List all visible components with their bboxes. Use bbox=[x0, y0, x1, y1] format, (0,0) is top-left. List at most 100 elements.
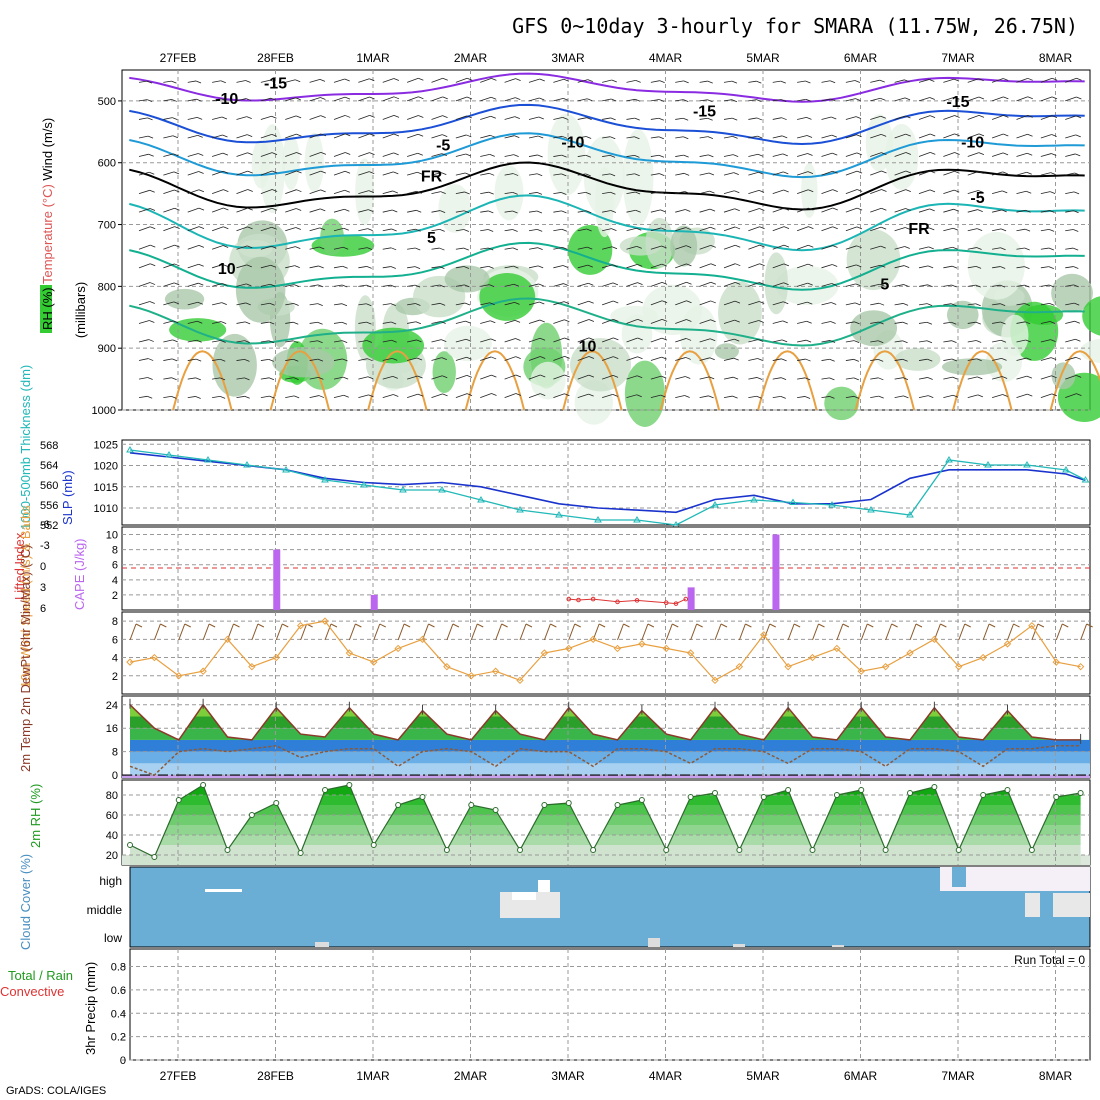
upper-wind-barb-flag bbox=[222, 152, 229, 156]
upper-wind-barb-flag bbox=[880, 97, 886, 101]
upper-wind-barb bbox=[455, 393, 468, 399]
wind-speed-point bbox=[296, 621, 305, 630]
wind-barb bbox=[519, 623, 527, 641]
rh-blob bbox=[764, 252, 788, 315]
upper-wind-barb bbox=[504, 393, 517, 399]
rh-blob bbox=[1080, 338, 1100, 364]
upper-wind-barb-flag bbox=[173, 320, 179, 324]
upper-wind-barb bbox=[1065, 210, 1074, 213]
upper-wind-barb bbox=[821, 98, 831, 102]
upper-wind-barb bbox=[431, 228, 440, 232]
wind-barb bbox=[812, 623, 819, 641]
upper-wind-barb-flag bbox=[174, 244, 180, 248]
upper-wind-barb-flag bbox=[537, 154, 543, 158]
upper-wind-barb-flag bbox=[807, 263, 814, 267]
temp-ylabel: 2m Temp 2m DewPt (6hr Min/Max) (°C) bbox=[18, 545, 33, 772]
upper-wind-barb-flag bbox=[878, 340, 884, 344]
upper-wind-barb bbox=[772, 99, 782, 102]
upper-wind-barb bbox=[772, 153, 783, 157]
thickness-tick-label: 560 bbox=[40, 480, 58, 492]
upper-wind-barb bbox=[1040, 172, 1051, 176]
rh-point bbox=[517, 847, 523, 853]
upper-wind-barb-flag bbox=[320, 97, 326, 100]
thickness-point bbox=[321, 476, 329, 483]
upper-wind-barb bbox=[821, 302, 832, 306]
pressure-tick-label: 800 bbox=[98, 281, 116, 293]
upper-wind-barb bbox=[309, 377, 319, 380]
upper-wind-barb-flag bbox=[1050, 172, 1056, 175]
upper-wind-barb bbox=[870, 358, 879, 361]
upper-wind-barb bbox=[845, 340, 855, 343]
upper-wind-barb-flag bbox=[195, 396, 201, 399]
upper-wind-barb-flag bbox=[197, 320, 203, 324]
upper-wind-barb-flag bbox=[805, 98, 812, 102]
upper-wind-barb bbox=[407, 375, 418, 380]
upper-wind-barb bbox=[650, 263, 662, 269]
upper-wind-barb-flag bbox=[464, 302, 471, 306]
upper-wind-barb bbox=[699, 190, 710, 195]
rh-point bbox=[346, 782, 353, 788]
upper-wind-barb-flag bbox=[1002, 171, 1008, 175]
upper-wind-barb-flag bbox=[1048, 266, 1054, 269]
upper-wind-barb bbox=[260, 133, 272, 139]
upper-wind-barb-flag bbox=[440, 321, 446, 324]
bottom-date-label: 28FEB bbox=[257, 1069, 294, 1083]
upper-wind-barb-flag bbox=[683, 99, 689, 103]
upper-wind-barb bbox=[553, 116, 563, 120]
upper-wind-barb bbox=[358, 247, 368, 250]
upper-wind-barb bbox=[870, 264, 881, 269]
upper-wind-barb-flag bbox=[1073, 210, 1079, 214]
upper-wind-barb-flag bbox=[539, 319, 545, 323]
upper-wind-barb bbox=[309, 133, 321, 139]
upper-wind-barb-flag bbox=[368, 209, 374, 212]
upper-wind-barb bbox=[967, 321, 976, 324]
upper-wind-barb-flag bbox=[344, 96, 351, 100]
upper-wind-barb-flag bbox=[587, 246, 593, 250]
upper-wind-barb bbox=[163, 80, 172, 83]
upper-wind-barb-flag bbox=[731, 99, 738, 103]
temp-grid bbox=[122, 696, 1090, 778]
upper-wind-barb bbox=[553, 319, 565, 324]
upper-wind-barb bbox=[797, 301, 808, 306]
upper-wind-barb-flag bbox=[439, 247, 445, 251]
upper-wind-barb-flag bbox=[174, 207, 180, 211]
freezing-level bbox=[129, 161, 1085, 211]
upper-wind-barb bbox=[943, 340, 952, 343]
upper-wind-barb-flag bbox=[1049, 302, 1055, 306]
upper-wind-barb-flag bbox=[174, 226, 180, 229]
wind-barb bbox=[860, 623, 868, 641]
upper-wind-barb bbox=[845, 283, 856, 287]
upper-wind-barb bbox=[699, 300, 711, 306]
wind-speed-point bbox=[199, 667, 207, 675]
upper-wind-barb bbox=[480, 374, 492, 380]
upper-wind-barb bbox=[1040, 210, 1050, 213]
upper-wind-barb-flag bbox=[658, 117, 665, 121]
upper-wind-barb-flag bbox=[392, 190, 398, 194]
upper-wind-barb-flag bbox=[247, 189, 253, 192]
upper-wind-barb-flag bbox=[783, 244, 790, 248]
upper-wind-barb bbox=[845, 395, 855, 399]
upper-wind-barb-flag bbox=[269, 321, 275, 325]
upper-wind-barb-flag bbox=[223, 207, 229, 211]
upper-wind-barb bbox=[699, 319, 711, 324]
isotherm-15 bbox=[172, 350, 233, 411]
upper-wind-barb-flag bbox=[808, 226, 814, 229]
upper-wind-barb-flag bbox=[418, 115, 424, 118]
upper-wind-barb bbox=[382, 357, 393, 361]
thickness-point bbox=[984, 461, 992, 468]
rh-point bbox=[1077, 790, 1084, 796]
upper-wind-barb-flag bbox=[953, 208, 959, 212]
wind-speed-point bbox=[1003, 640, 1012, 648]
rh-tick-label: 20 bbox=[106, 850, 118, 862]
upper-wind-barb-flag bbox=[832, 189, 838, 192]
upper-wind-barb bbox=[723, 281, 736, 287]
upper-wind-barb-flag bbox=[610, 136, 616, 140]
upper-wind-barb bbox=[504, 116, 515, 120]
pressure-tick-label: 700 bbox=[98, 220, 116, 232]
upper-wind-barb-flag bbox=[393, 152, 399, 156]
rh-blob bbox=[169, 318, 227, 342]
bottom-date-label: 6MAR bbox=[844, 1069, 878, 1083]
upper-wind-barb-flag bbox=[612, 282, 619, 286]
upper-wind-barb-flag bbox=[1048, 228, 1055, 232]
upper-wind-barb bbox=[382, 228, 392, 232]
